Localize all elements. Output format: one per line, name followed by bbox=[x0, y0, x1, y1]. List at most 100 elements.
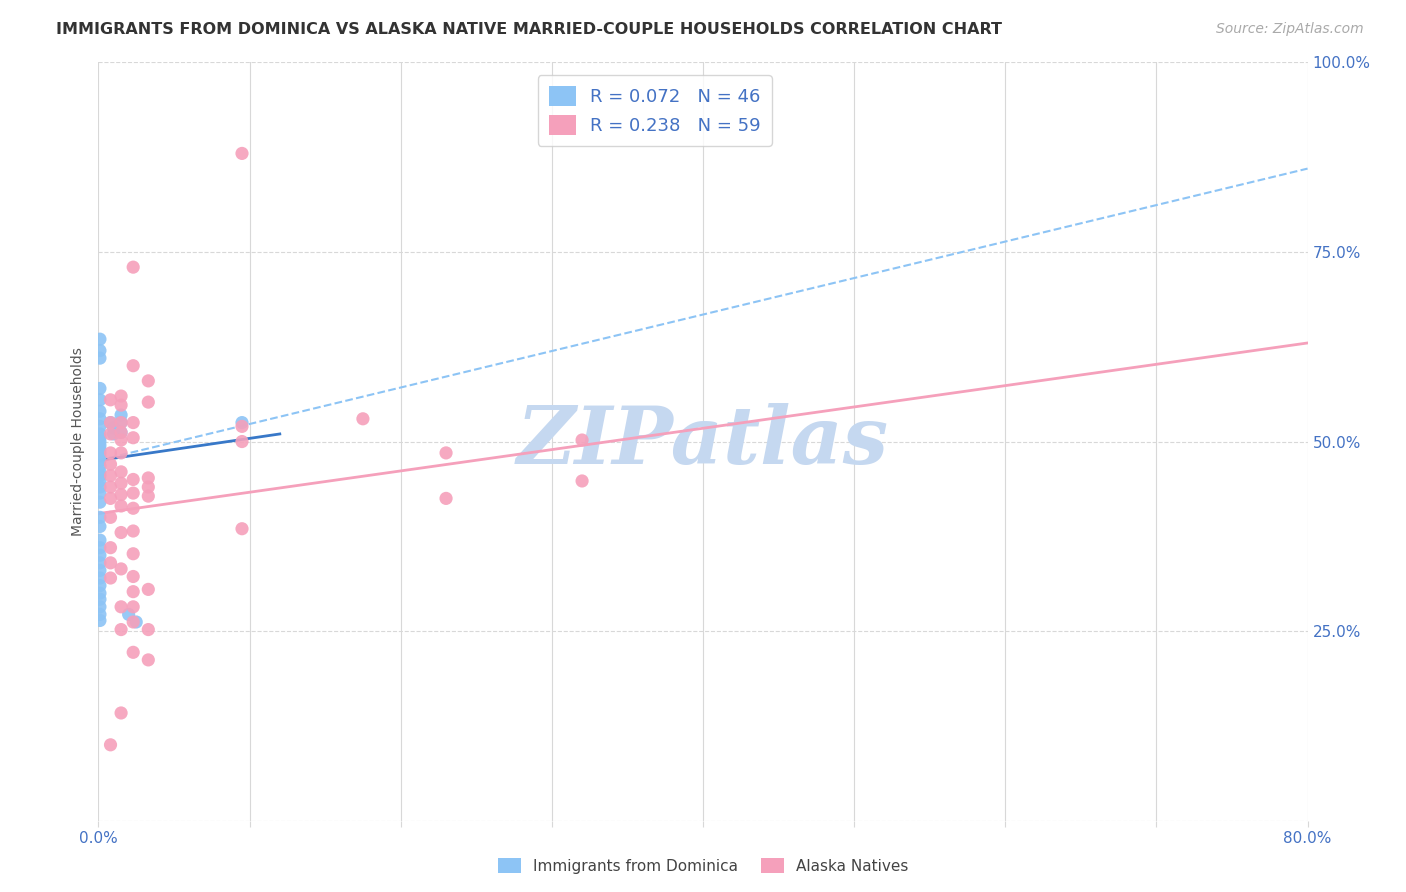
Point bbox=[89, 468, 111, 483]
Point bbox=[110, 476, 132, 491]
Point bbox=[110, 623, 132, 637]
Point bbox=[136, 653, 159, 667]
Point bbox=[110, 446, 132, 460]
Point bbox=[89, 495, 111, 509]
Point bbox=[110, 425, 132, 440]
Point bbox=[136, 471, 159, 485]
Legend: Immigrants from Dominica, Alaska Natives: Immigrants from Dominica, Alaska Natives bbox=[492, 852, 914, 880]
Point bbox=[100, 510, 122, 524]
Point bbox=[89, 382, 111, 396]
Point bbox=[89, 474, 111, 488]
Point bbox=[89, 392, 111, 407]
Point bbox=[110, 389, 132, 403]
Point bbox=[110, 562, 132, 576]
Point bbox=[89, 453, 111, 467]
Text: IMMIGRANTS FROM DOMINICA VS ALASKA NATIVE MARRIED-COUPLE HOUSEHOLDS CORRELATION : IMMIGRANTS FROM DOMINICA VS ALASKA NATIV… bbox=[56, 22, 1002, 37]
Point bbox=[100, 541, 122, 555]
Point bbox=[136, 480, 159, 494]
Point bbox=[231, 522, 253, 536]
Point bbox=[110, 398, 132, 412]
Point bbox=[122, 416, 145, 430]
Point bbox=[89, 442, 111, 457]
Point bbox=[89, 614, 111, 628]
Point bbox=[89, 404, 111, 418]
Point bbox=[89, 556, 111, 570]
Point bbox=[110, 433, 132, 447]
Point bbox=[122, 359, 145, 373]
Point bbox=[100, 556, 122, 570]
Point bbox=[434, 446, 457, 460]
Text: ZIPatlas: ZIPatlas bbox=[517, 403, 889, 480]
Point bbox=[136, 395, 159, 409]
Point bbox=[571, 433, 593, 447]
Point bbox=[103, 421, 125, 435]
Point bbox=[231, 419, 253, 434]
Point bbox=[122, 645, 145, 659]
Point bbox=[89, 564, 111, 578]
Point bbox=[118, 607, 141, 622]
Point bbox=[89, 579, 111, 593]
Point bbox=[89, 332, 111, 346]
Point bbox=[89, 519, 111, 533]
Point bbox=[110, 706, 132, 720]
Point bbox=[100, 738, 122, 752]
Point bbox=[89, 434, 111, 449]
Point bbox=[110, 425, 132, 440]
Point bbox=[136, 582, 159, 597]
Point bbox=[122, 524, 145, 538]
Point bbox=[89, 446, 111, 460]
Point bbox=[122, 486, 145, 500]
Point bbox=[89, 343, 111, 358]
Point bbox=[136, 489, 159, 503]
Point bbox=[100, 446, 122, 460]
Text: Source: ZipAtlas.com: Source: ZipAtlas.com bbox=[1216, 22, 1364, 37]
Point bbox=[89, 458, 111, 473]
Point bbox=[571, 474, 593, 488]
Point bbox=[110, 525, 132, 540]
Point bbox=[122, 615, 145, 629]
Point bbox=[231, 434, 253, 449]
Point bbox=[89, 431, 111, 445]
Point bbox=[100, 416, 122, 430]
Point bbox=[100, 416, 122, 430]
Point bbox=[89, 599, 111, 614]
Point bbox=[110, 465, 132, 479]
Point bbox=[89, 480, 111, 494]
Point bbox=[110, 499, 132, 513]
Point bbox=[122, 431, 145, 445]
Point bbox=[89, 450, 111, 464]
Point bbox=[89, 427, 111, 442]
Point bbox=[100, 427, 122, 442]
Point bbox=[89, 412, 111, 426]
Point bbox=[100, 480, 122, 494]
Point bbox=[125, 615, 148, 629]
Legend: R = 0.072   N = 46, R = 0.238   N = 59: R = 0.072 N = 46, R = 0.238 N = 59 bbox=[537, 75, 772, 145]
Point bbox=[434, 491, 457, 506]
Point bbox=[89, 586, 111, 600]
Point bbox=[89, 510, 111, 524]
Point bbox=[122, 547, 145, 561]
Point bbox=[103, 427, 125, 442]
Point bbox=[136, 623, 159, 637]
Point bbox=[100, 392, 122, 407]
Point bbox=[100, 468, 122, 483]
Point bbox=[122, 584, 145, 599]
Point bbox=[122, 569, 145, 583]
Point bbox=[89, 351, 111, 366]
Point bbox=[89, 419, 111, 434]
Y-axis label: Married-couple Households: Married-couple Households bbox=[72, 347, 86, 536]
Point bbox=[89, 548, 111, 563]
Point bbox=[110, 408, 132, 422]
Point bbox=[89, 486, 111, 500]
Point bbox=[89, 465, 111, 479]
Point bbox=[89, 541, 111, 555]
Point bbox=[100, 571, 122, 585]
Point bbox=[110, 416, 132, 430]
Point bbox=[110, 416, 132, 430]
Point bbox=[89, 533, 111, 548]
Point bbox=[89, 438, 111, 452]
Point bbox=[89, 571, 111, 585]
Point bbox=[100, 491, 122, 506]
Point bbox=[110, 487, 132, 501]
Point bbox=[122, 473, 145, 487]
